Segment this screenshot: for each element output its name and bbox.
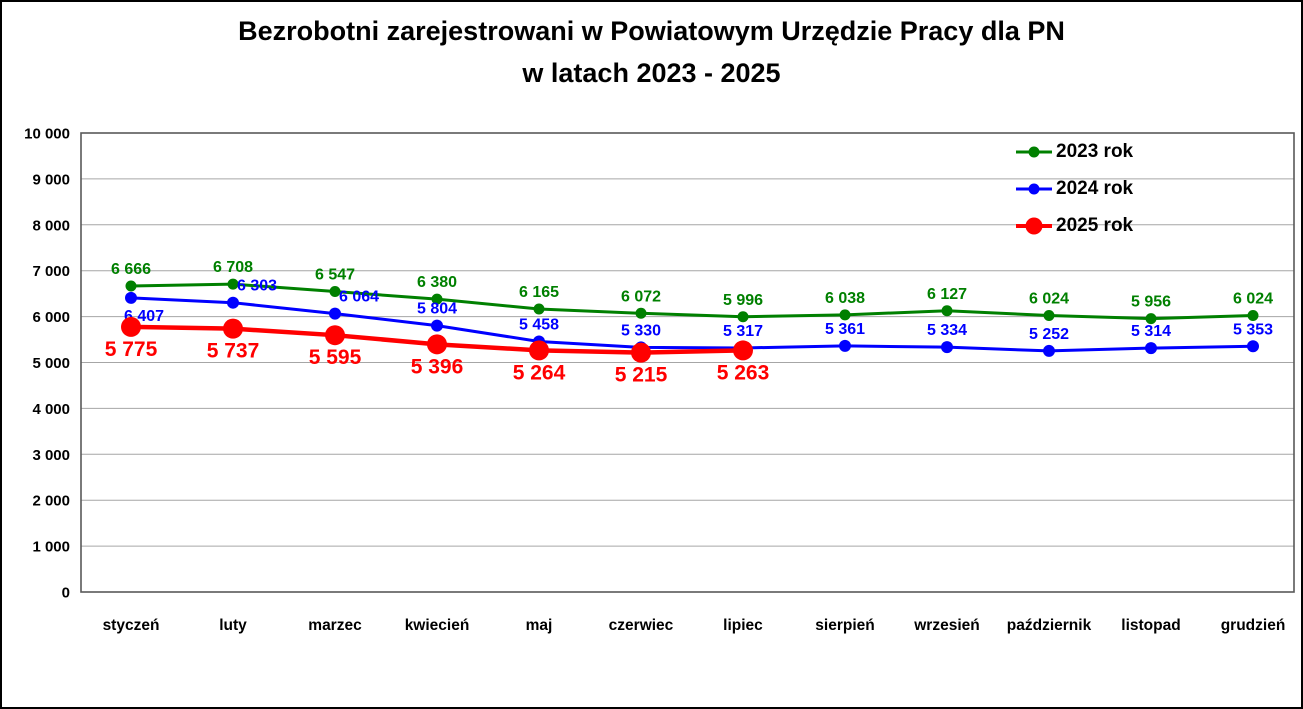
data-point-2023 [737,311,749,323]
data-label-2024: 5 252 [1029,326,1069,343]
series-line-2023 [130,282,1254,321]
data-point-2023 [839,309,851,321]
legend-item-2024: 2024 rok [1015,170,1133,207]
y-axis-label: 1 000 [32,539,70,556]
data-label-2024: 5 353 [1233,321,1273,338]
data-point-2024 [431,319,443,332]
data-label-2023: 6 024 [1029,290,1069,307]
data-point-2024 [1043,344,1055,357]
data-point-2024 [839,339,851,352]
x-axis-label: styczeń [103,617,160,634]
x-axis-label: lipiec [723,617,763,634]
chart-title: Bezrobotni zarejestrowani w Powiatowym U… [2,10,1301,94]
legend-item-2023: 2023 rok [1015,133,1133,170]
data-label-2025: 5 775 [105,338,158,361]
data-point-2025 [631,342,651,363]
y-axis-label: 9 000 [32,171,70,188]
data-point-2023 [1247,309,1259,321]
y-axis-label: 3 000 [32,447,70,464]
data-label-2024: 5 330 [621,322,661,339]
x-axis-label: czerwiec [609,617,674,634]
data-label-2023: 6 072 [621,288,661,305]
data-label-2023: 6 708 [213,259,253,276]
data-label-2025: 5 263 [717,361,770,384]
data-point-2024 [125,291,137,304]
x-axis-label: kwiecień [405,617,470,634]
x-axis-label: listopad [1121,617,1180,634]
data-label-2024: 5 804 [417,301,457,318]
data-label-2024: 5 334 [927,322,967,339]
legend-label-2025: 2025 rok [1056,214,1134,236]
y-axis-label: 4 000 [32,401,70,418]
data-point-2023 [635,307,647,319]
plot-border [80,132,1295,593]
y-axis-label: 10 000 [24,126,70,143]
data-point-2025 [427,334,447,355]
legend-label-2023: 2023 rok [1056,140,1134,162]
data-point-2024 [329,307,341,320]
data-point-2024 [1247,340,1259,353]
data-label-2023: 5 956 [1131,294,1171,311]
data-label-2023: 5 996 [723,292,763,309]
data-point-2025 [325,325,345,346]
legend-item-2025: 2025 rok [1015,207,1133,244]
y-axis-label: 7 000 [32,263,70,280]
data-point-2025 [121,316,141,337]
data-label-2025: 5 264 [513,361,566,384]
legend-marker-2023 [1016,146,1052,157]
data-label-2024: 6 064 [339,289,379,306]
chart-title-line1: Bezrobotni zarejestrowani w Powiatowym U… [238,16,1065,46]
data-point-2023 [941,305,953,317]
series-line-2024 [130,296,1254,353]
x-axis-label: luty [219,617,247,634]
data-label-2025: 5 396 [411,355,464,378]
data-label-2023: 6 127 [927,286,967,303]
data-label-2024: 5 317 [723,323,763,340]
x-axis-label: sierpień [815,617,874,634]
data-label-2025: 5 215 [615,364,668,387]
legend: 2023 rok 2024 rok 2025 rok [1015,133,1133,244]
data-point-2024 [227,296,239,309]
data-label-2025: 5 595 [309,346,362,369]
data-point-2023 [125,280,137,292]
y-axis-label: 8 000 [32,217,70,234]
x-axis-label: maj [526,617,553,634]
data-label-2023: 6 038 [825,290,865,307]
x-axis-label: wrzesień [913,617,979,634]
data-point-2023 [1145,313,1157,325]
data-label-2023: 6 024 [1233,290,1273,307]
data-label-2024: 5 458 [519,316,559,333]
data-point-2023 [431,293,443,305]
data-point-2025 [529,340,549,361]
y-axis-label: 2 000 [32,493,70,510]
data-point-2024 [1145,342,1157,355]
data-label-2023: 6 165 [519,284,559,301]
data-point-2023 [329,285,341,297]
data-point-2024 [941,341,953,354]
x-axis-label: marzec [308,617,362,634]
data-label-2023: 6 547 [315,266,355,283]
x-axis-label: październik [1007,617,1092,634]
data-point-2025 [223,318,243,339]
data-label-2025: 5 737 [207,340,260,363]
data-label-2023: 6 666 [111,261,151,278]
data-point-2025 [733,340,753,361]
data-label-2023: 6 380 [417,274,457,291]
y-axis-label: 0 [62,585,70,602]
data-point-2023 [533,303,545,315]
legend-marker-2025 [1016,217,1052,234]
y-axis-label: 6 000 [32,309,70,326]
y-axis-label: 5 000 [32,355,70,372]
chart-title-line2: w latach 2023 - 2025 [522,58,781,88]
data-label-2024: 5 361 [825,321,865,338]
data-label-2024: 5 314 [1131,323,1171,340]
x-axis-label: grudzień [1221,617,1286,634]
legend-marker-2024 [1016,183,1052,194]
data-point-2023 [1043,309,1055,321]
data-point-2023 [227,278,239,290]
legend-label-2024: 2024 rok [1056,177,1134,199]
data-label-2024: 6 303 [237,278,277,295]
